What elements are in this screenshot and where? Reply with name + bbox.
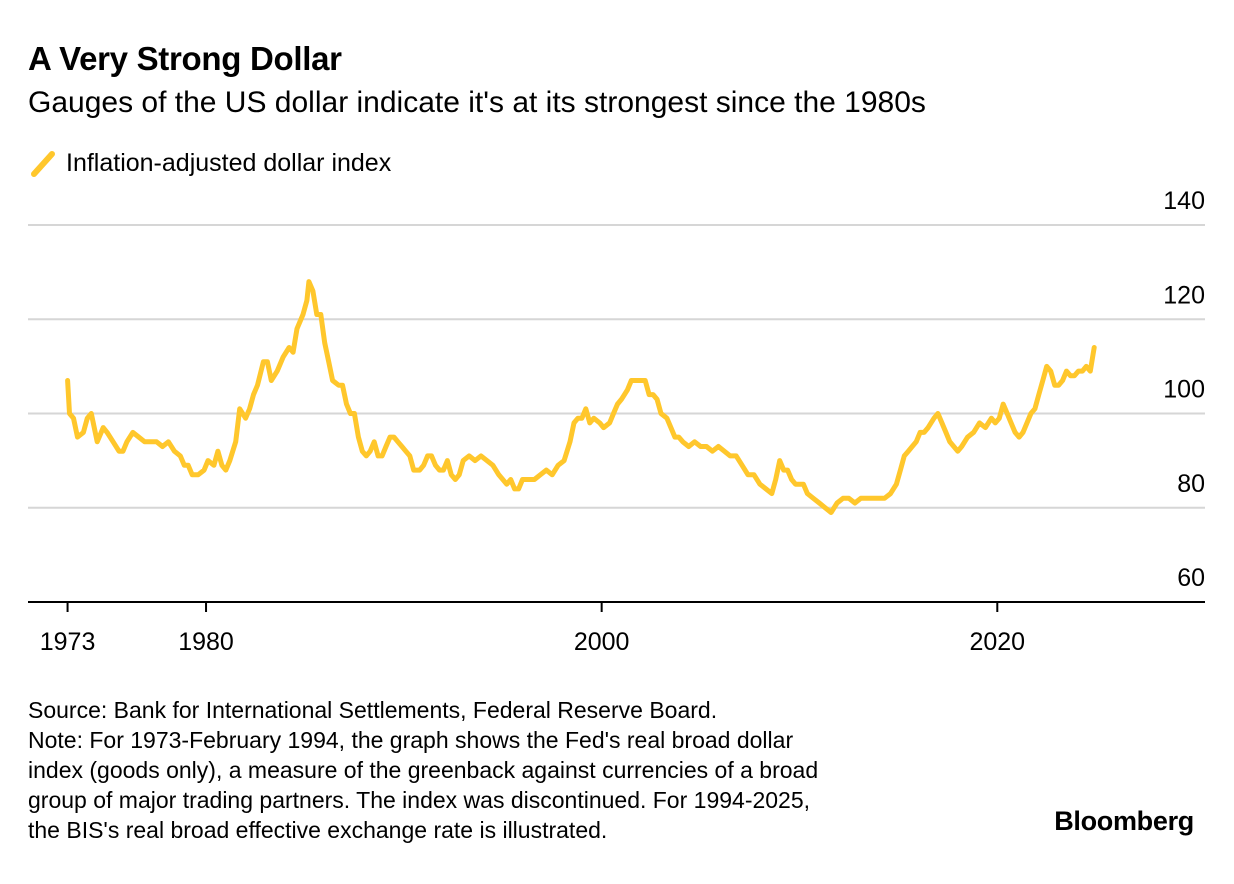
note-line: index (goods only), a measure of the gre…	[28, 757, 819, 783]
chart-title: A Very Strong Dollar	[28, 40, 342, 77]
legend-line-icon	[31, 151, 55, 177]
source-note: Source: Bank for International Settlemen…	[28, 697, 718, 723]
chart-subtitle: Gauges of the US dollar indicate it's at…	[28, 86, 926, 119]
x-tick-label: 2000	[574, 628, 630, 656]
chart-footer: Source: Bank for International Settlemen…	[28, 695, 1008, 845]
y-tick-label: 100	[1163, 376, 1205, 404]
note-line: Note: For 1973-February 1994, the graph …	[28, 727, 794, 753]
x-tick-label: 2020	[969, 628, 1025, 656]
bloomberg-logo: Bloomberg	[1054, 806, 1194, 836]
note-line: the BIS's real broad effective exchange …	[28, 817, 608, 843]
series-line	[65, 279, 1097, 515]
chart-legend: Inflation-adjusted dollar index	[28, 145, 391, 181]
x-tick-label: 1973	[40, 628, 96, 656]
y-tick-label: 60	[1177, 564, 1205, 592]
legend-label: Inflation-adjusted dollar index	[66, 148, 392, 177]
x-tick-label: 1980	[178, 628, 234, 656]
y-tick-label: 140	[1163, 187, 1205, 215]
note-line: group of major trading partners. The ind…	[28, 787, 811, 813]
y-tick-label: 120	[1163, 281, 1205, 309]
y-tick-label: 80	[1177, 470, 1205, 498]
